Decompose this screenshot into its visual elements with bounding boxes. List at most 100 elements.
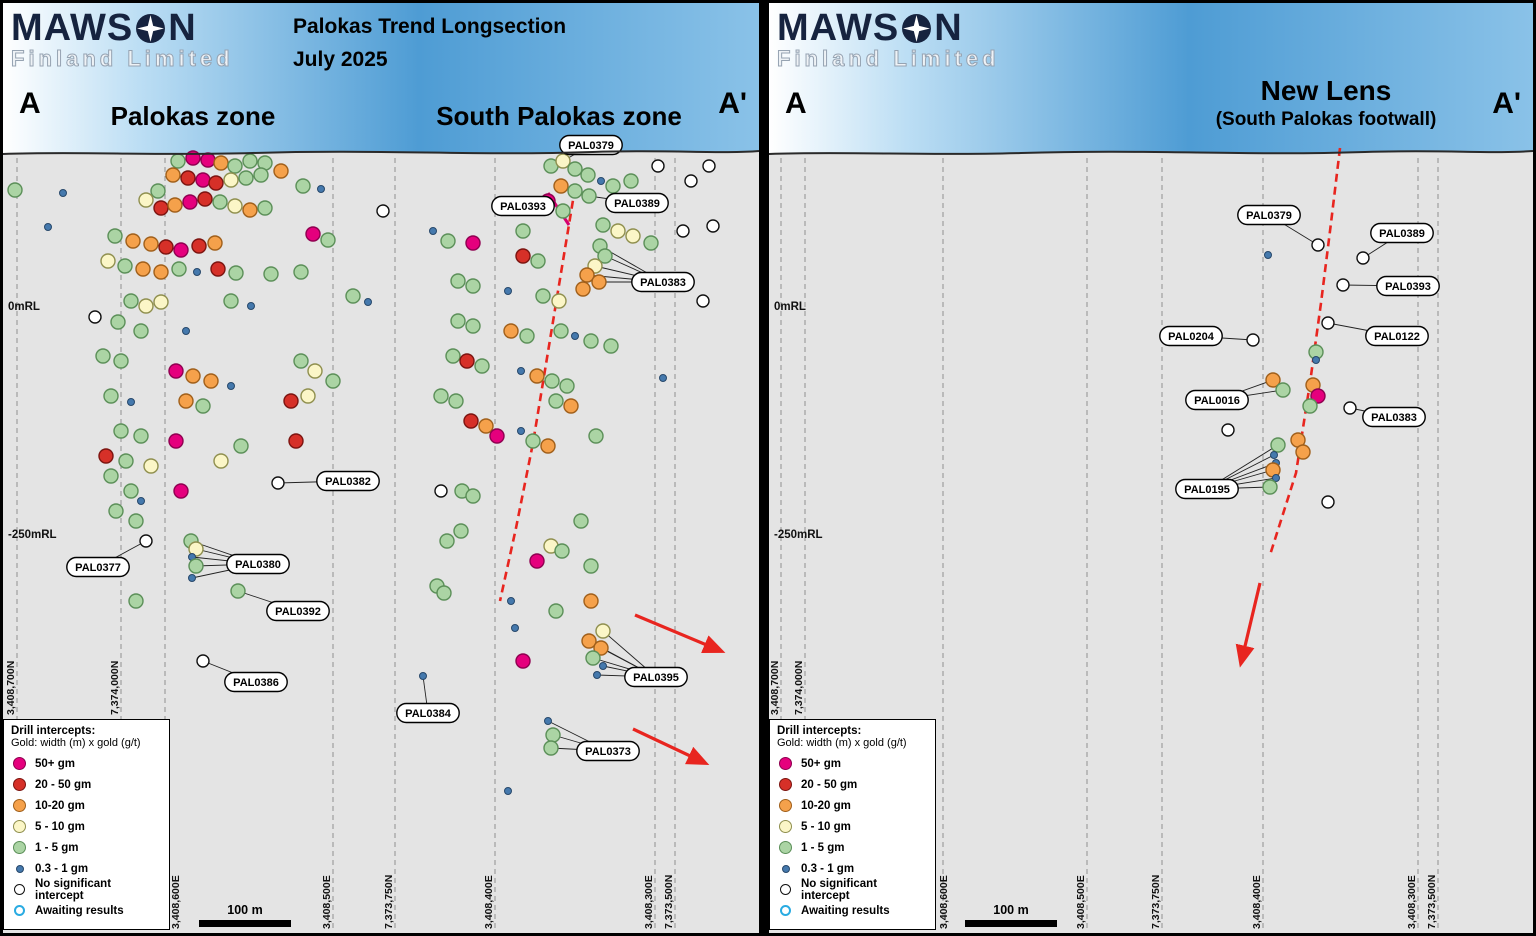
legend-item-label: 20 - 50 gm [801, 778, 858, 791]
legend-swatch-n-icon [777, 884, 794, 895]
drill-intercept-point-y [227, 198, 243, 214]
drill-intercept-point-n [1356, 251, 1370, 265]
drill-intercept-point-b [188, 574, 196, 582]
sky-band [769, 3, 1533, 154]
drill-intercept-point-y [551, 293, 567, 309]
drill-intercept-point-o [553, 178, 569, 194]
drill-intercept-point-r [98, 448, 114, 464]
drill-intercept-point-g [108, 503, 124, 519]
depth-label: 0mRL [8, 301, 40, 313]
drill-intercept-point-r [459, 353, 475, 369]
drill-intercept-point-p [529, 553, 545, 569]
legend-swatch-a-icon [11, 905, 28, 916]
drill-intercept-point-p [173, 483, 189, 499]
drill-intercept-point-o [503, 323, 519, 339]
drill-intercept-point-g [474, 358, 490, 374]
mawson-logo-wordmark: MAWS N [777, 9, 1000, 47]
drill-intercept-point-g [555, 203, 571, 219]
mawson-logo: MAWS N Finland Limited [11, 9, 234, 70]
legend-item: No significant intercept [777, 877, 928, 902]
drillhole-label-pill [1362, 406, 1426, 428]
legend-subtitle: Gold: width (m) x gold (g/t) [11, 737, 141, 749]
drill-intercept-point-g [567, 183, 583, 199]
drill-intercept-point-o [207, 235, 223, 251]
drill-intercept-point-y [100, 253, 116, 269]
logo-text-right: N [934, 7, 963, 49]
legend-swatch-r-icon [11, 778, 28, 791]
drillhole-label-pill [226, 553, 290, 575]
drill-intercept-point-g [113, 423, 129, 439]
drill-intercept-point-g [238, 170, 254, 186]
drillhole-label: PAL0395 [633, 672, 679, 684]
drillhole-label-pill [1365, 325, 1429, 347]
coordinate-label: 3,408,500E [321, 875, 333, 929]
drill-intercept-point-r [208, 175, 224, 191]
drill-intercept-point-b [504, 787, 512, 795]
drill-intercept-point-g [433, 388, 449, 404]
legend-item-label: 1 - 5 gm [35, 841, 79, 854]
legend-item: 50+ gm [777, 753, 928, 774]
scale-bar-rule [199, 920, 291, 927]
legend-swatch-y-icon [11, 820, 28, 833]
drill-intercept-point-g [123, 483, 139, 499]
drill-intercept-point-g [543, 740, 559, 756]
drill-intercept-point-b [517, 367, 525, 375]
zone-title: (South Palokas footwall) [1215, 109, 1437, 130]
drill-intercept-point-o [563, 398, 579, 414]
drill-intercept-point-b [1272, 474, 1280, 482]
drill-intercept-point-b [1312, 356, 1320, 364]
drill-intercept-point-g [1262, 479, 1278, 495]
coordinate-label: 3,408,400E [483, 875, 495, 929]
drillhole-label-pill [1185, 389, 1249, 411]
sky-band [3, 3, 759, 154]
drill-intercept-point-g [242, 153, 258, 169]
drillhole-label: PAL0393 [1385, 281, 1431, 293]
drill-intercept-point-g [450, 273, 466, 289]
drill-intercept-point-n [434, 484, 448, 498]
drill-intercept-point-g [228, 265, 244, 281]
drill-intercept-point-y [610, 223, 626, 239]
drill-intercept-point-o [178, 393, 194, 409]
drillhole-label: PAL0389 [1379, 228, 1425, 240]
drill-intercept-point-n [706, 219, 720, 233]
fault-trace-dashed-line [1268, 147, 1342, 556]
drill-intercept-point-g [439, 533, 455, 549]
legend-box: Drill intercepts: Gold: width (m) x gold… [3, 719, 170, 930]
drill-intercept-point-b [659, 374, 667, 382]
drillhole-label: PAL0383 [640, 277, 686, 289]
drillhole-label: PAL0373 [585, 746, 631, 758]
legend-swatch-p-icon [777, 757, 794, 770]
drill-intercept-point-g [293, 264, 309, 280]
drill-intercept-point-g [453, 523, 469, 539]
coordinate-label: 3,408,700N [5, 661, 17, 715]
drillhole-label: PAL0380 [235, 559, 281, 571]
drill-intercept-point-o [540, 438, 556, 454]
legend-item-label: No significant intercept [801, 877, 878, 902]
coordinate-label: 3,408,600E [938, 875, 950, 929]
drill-intercept-point-g [548, 603, 564, 619]
drill-intercept-point-g [188, 558, 204, 574]
coordinate-label: 3,408,300E [1406, 875, 1418, 929]
drill-intercept-point-g [293, 353, 309, 369]
drill-intercept-point-b [429, 227, 437, 235]
drill-intercept-point-g [440, 233, 456, 249]
drill-intercept-point-g [170, 153, 186, 169]
drill-intercept-point-o [135, 261, 151, 277]
drill-intercept-point-g [7, 182, 23, 198]
drill-intercept-point-g [123, 293, 139, 309]
drill-intercept-point-g [583, 558, 599, 574]
figure-title-line2: July 2025 [293, 47, 388, 71]
drill-intercept-point-p [168, 433, 184, 449]
drill-intercept-point-b [193, 268, 201, 276]
drill-intercept-point-p [489, 428, 505, 444]
drill-intercept-point-o [203, 373, 219, 389]
drill-intercept-point-b [597, 177, 605, 185]
legend-item-label: 0.3 - 1 gm [35, 862, 89, 875]
drill-intercept-point-o [581, 633, 597, 649]
drill-intercept-point-g [1270, 437, 1286, 453]
legend-swatch-g-icon [11, 841, 28, 854]
coordinate-label: 7,373,500N [663, 875, 675, 929]
drill-intercept-point-g [253, 167, 269, 183]
drillhole-label: PAL0016 [1194, 395, 1240, 407]
drill-intercept-point-b [137, 497, 145, 505]
